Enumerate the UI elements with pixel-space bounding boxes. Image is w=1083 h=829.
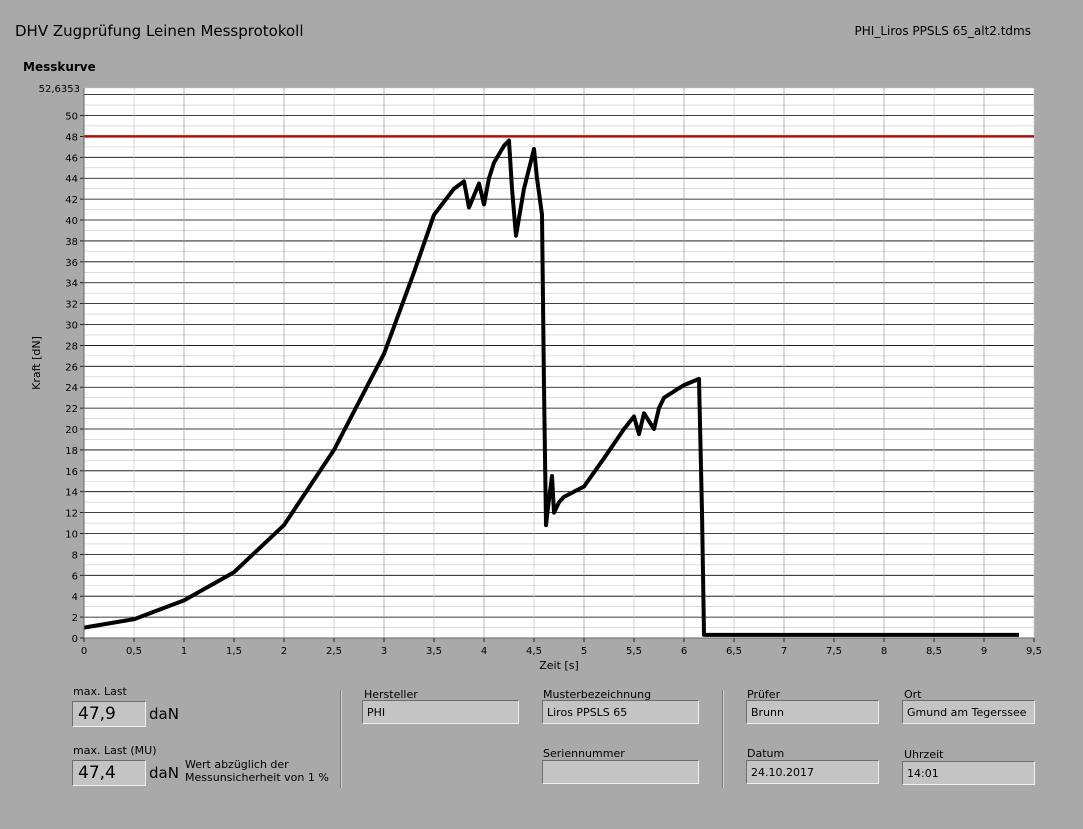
y-tick-label: 10 [65, 530, 78, 541]
model-field: Liros PPSLS 65 [542, 700, 699, 724]
file-name: PHI_Liros PPSLS 65_alt2.tdms [854, 24, 1031, 38]
time-label: Uhrzeit [904, 748, 944, 761]
x-tick-label: 8,5 [926, 646, 942, 657]
x-tick-label: 6,5 [726, 646, 742, 657]
x-tick-label: 9 [981, 646, 987, 657]
date-field: 24.10.2017 [746, 760, 879, 784]
y-tick-label: 18 [65, 446, 78, 457]
location-field: Gmund am Tegerssee [902, 700, 1035, 724]
chart-title: Messkurve [23, 60, 96, 74]
x-tick-label: 0 [81, 646, 87, 657]
x-tick-label: 1,5 [226, 646, 242, 657]
divider [340, 690, 342, 788]
serial-label: Seriennummer [543, 747, 625, 760]
y-tick-label: 16 [65, 467, 78, 478]
max-load-mu-unit: daN [149, 764, 179, 782]
manufacturer-label: Hersteller [364, 688, 418, 701]
y-tick-label: 6 [72, 571, 78, 582]
y-tick-label: 36 [65, 258, 78, 269]
max-load-mu-field: 47,4 [72, 760, 146, 786]
x-tick-label: 5 [581, 646, 587, 657]
tester-label: Prüfer [747, 688, 781, 701]
x-axis-label: Zeit [s] [539, 659, 578, 672]
y-tick-label: 14 [65, 488, 78, 499]
x-tick-label: 3 [381, 646, 387, 657]
max-load-label: max. Last [73, 685, 127, 698]
manufacturer-field: PHI [362, 700, 519, 724]
x-tick-label: 4,5 [526, 646, 542, 657]
tester-field: Brunn [746, 700, 879, 724]
x-tick-label: 1 [181, 646, 187, 657]
date-label: Datum [747, 747, 785, 760]
y-axis-label: Kraft [dN] [30, 336, 43, 390]
y-tick-label: 40 [65, 216, 78, 227]
y-tick-label: 20 [65, 425, 78, 436]
y-tick-label: 8 [72, 550, 78, 561]
uncertainty-note-line2: Messunsicherheit von 1 % [185, 771, 329, 784]
divider [722, 690, 724, 788]
x-tick-label: 6 [681, 646, 687, 657]
y-tick-label: 50 [65, 112, 78, 123]
page-title: DHV Zugprüfung Leinen Messprotokoll [15, 22, 304, 40]
y-tick-label: 28 [65, 341, 78, 352]
y-max-label: 52,6353 [39, 84, 80, 95]
model-label: Musterbezeichnung [543, 688, 652, 701]
x-tick-label: 2,5 [326, 646, 342, 657]
y-tick-label: 48 [65, 132, 78, 143]
y-tick-label: 22 [65, 404, 78, 415]
uncertainty-note-line1: Wert abzüglich der [185, 758, 289, 771]
x-tick-label: 5,5 [626, 646, 642, 657]
x-tick-label: 4 [481, 646, 487, 657]
max-load-field: 47,9 [72, 701, 146, 727]
y-tick-label: 26 [65, 362, 78, 373]
y-tick-label: 4 [72, 592, 78, 603]
x-tick-label: 7 [781, 646, 787, 657]
max-load-mu-label: max. Last (MU) [73, 744, 157, 757]
x-tick-label: 3,5 [426, 646, 442, 657]
x-tick-label: 8 [881, 646, 887, 657]
x-tick-label: 0,5 [126, 646, 142, 657]
location-label: Ort [904, 688, 922, 701]
y-tick-label: 42 [65, 195, 78, 206]
serial-field [542, 760, 699, 784]
y-tick-label: 2 [72, 613, 78, 624]
plot-area [84, 88, 1034, 638]
y-tick-label: 32 [65, 300, 78, 311]
x-tick-label: 2 [281, 646, 287, 657]
y-tick-label: 44 [65, 174, 78, 185]
y-tick-label: 38 [65, 237, 78, 248]
force-time-chart: 0246810121416182022242628303234363840424… [30, 84, 1042, 672]
x-tick-label: 7,5 [826, 646, 842, 657]
y-tick-label: 24 [65, 383, 78, 394]
time-field: 14:01 [902, 761, 1035, 785]
max-load-unit: daN [149, 705, 179, 723]
x-tick-label: 9,5 [1026, 646, 1042, 657]
y-tick-label: 12 [65, 509, 78, 520]
y-tick-label: 34 [65, 279, 78, 290]
force-series-line [83, 138, 1019, 637]
y-tick-label: 46 [65, 153, 78, 164]
y-tick-label: 30 [65, 321, 78, 332]
y-tick-label: 0 [72, 634, 78, 645]
